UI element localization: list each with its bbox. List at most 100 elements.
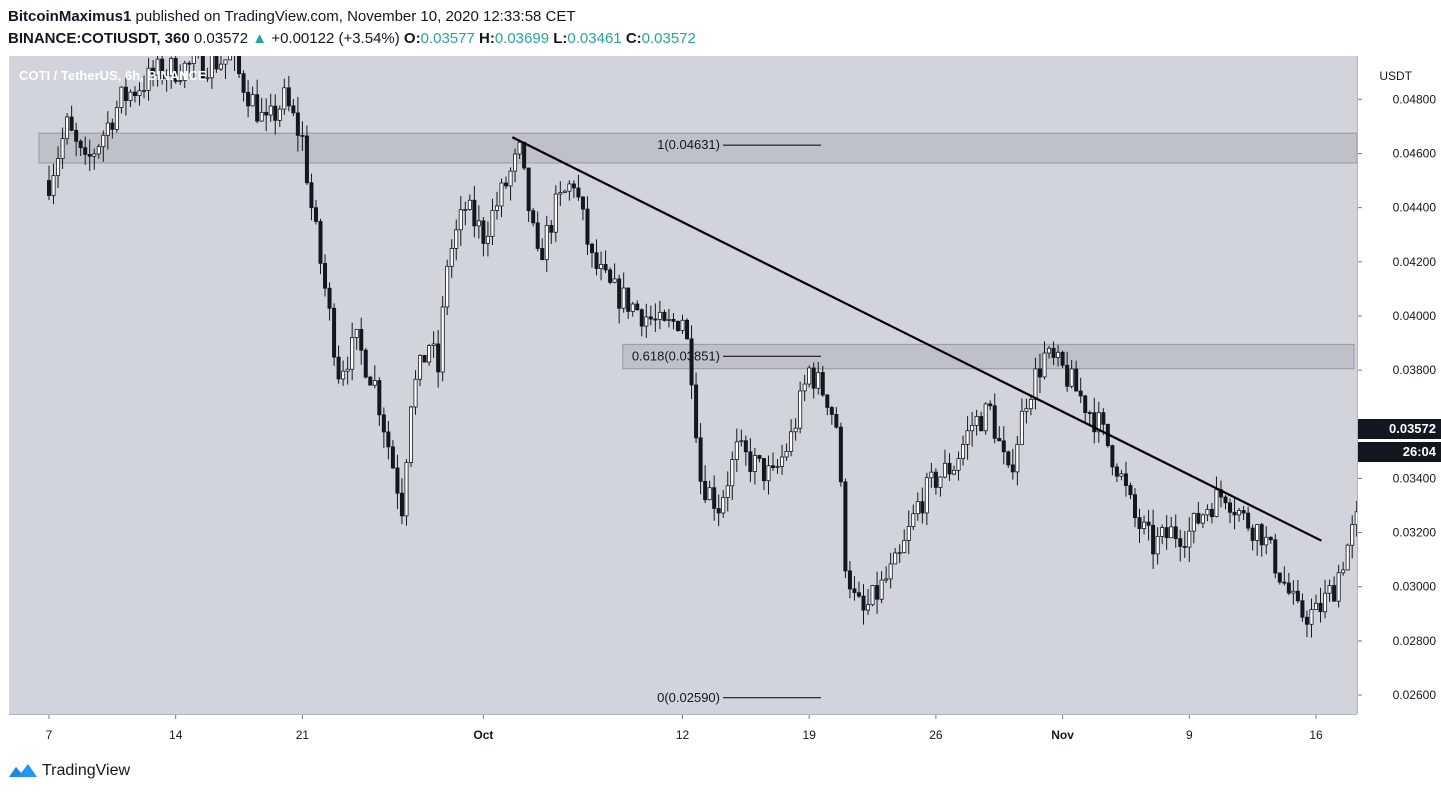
candle-body	[1264, 536, 1269, 546]
tradingview-footer[interactable]: TradingView	[8, 762, 130, 780]
candle-body	[318, 221, 323, 264]
candle-body	[1087, 412, 1092, 414]
candle-body	[1033, 368, 1038, 400]
candle-body	[743, 440, 748, 453]
tradingview-logo-icon	[9, 764, 37, 777]
candle-body	[657, 311, 662, 320]
candle-body	[1345, 544, 1350, 571]
candle-body	[399, 492, 404, 517]
candle-body	[897, 552, 902, 555]
candle-body	[200, 56, 205, 79]
fib-level-label: 0(0.02590)	[657, 690, 720, 705]
x-tick-label: 26	[929, 728, 943, 742]
price-chart-svg[interactable]: 1(0.04631) 0.618(0.03851) 0(0.02590)	[9, 56, 1357, 714]
price-axis-svg: USDT 0.04800 0.04600 0.04400 0.04200 0.04000 0…	[1358, 69, 1437, 702]
candle-body	[1028, 398, 1033, 410]
candle-body	[214, 56, 219, 70]
candle-body	[630, 303, 635, 312]
candle-body	[933, 471, 938, 488]
candle-body	[626, 287, 631, 312]
candle-body	[458, 209, 463, 231]
candle-body	[87, 154, 92, 157]
candle-body	[445, 265, 450, 308]
candle-body	[775, 466, 780, 468]
candle-body	[1128, 485, 1133, 496]
candle-body	[1069, 368, 1074, 387]
candle-body	[341, 370, 346, 380]
candle-body	[47, 180, 52, 196]
candle-body	[1191, 512, 1196, 532]
candle-body	[408, 406, 413, 463]
candle-body	[1228, 502, 1233, 513]
candle-body	[209, 56, 214, 79]
candle-body	[680, 319, 685, 331]
candle-body	[65, 116, 70, 140]
candle-body	[540, 248, 545, 261]
author-name[interactable]: BitcoinMaximus1	[8, 8, 132, 25]
candle-body	[771, 465, 776, 468]
candle-body	[838, 426, 843, 483]
candle-body	[1354, 511, 1357, 525]
candle-body	[997, 437, 1002, 442]
candle-body	[847, 570, 852, 590]
candle-body	[666, 318, 671, 321]
y-tick-label: 0.03400	[1393, 471, 1437, 485]
candle-body	[155, 58, 160, 76]
candle-body	[1318, 602, 1323, 613]
candle-body	[381, 414, 386, 433]
candle-body	[513, 153, 518, 172]
candle-body	[69, 116, 74, 131]
close-label: C:	[625, 30, 642, 47]
candle-body	[1250, 527, 1255, 541]
candle-body	[1327, 585, 1332, 594]
candle-body	[522, 141, 527, 169]
candle-body	[295, 112, 300, 136]
y-tick-label: 0.03000	[1393, 580, 1437, 594]
candle-body	[1173, 526, 1178, 540]
candle-body	[590, 243, 595, 254]
chart-plot-area[interactable]: 1(0.04631) 0.618(0.03851) 0(0.02590) COTI …	[9, 56, 1357, 714]
candle-body	[1273, 539, 1278, 574]
candle-body	[612, 278, 617, 283]
candle-body	[712, 487, 717, 509]
candle-body	[1015, 444, 1020, 473]
candle-body	[205, 77, 210, 80]
candle-body	[1119, 473, 1124, 477]
currency-label: USDT	[1379, 69, 1412, 83]
candle-body	[662, 311, 667, 321]
candle-body	[494, 205, 499, 211]
candle-body	[137, 90, 142, 97]
candle-body	[413, 378, 418, 408]
candle-body	[703, 480, 708, 501]
candle-body	[227, 56, 232, 61]
candle-body	[1255, 524, 1260, 541]
candle-body	[323, 262, 328, 289]
candle-body	[1001, 440, 1006, 453]
candle-body	[531, 210, 536, 224]
candle-body	[472, 199, 477, 227]
up-arrow-icon: ▲	[252, 30, 268, 47]
candle-body	[834, 414, 839, 428]
candle-body	[544, 225, 549, 261]
candle-body	[1037, 368, 1042, 378]
time-axis[interactable]: 7 14 21 Oct 12 19 26 Nov 9 16	[9, 714, 1357, 749]
candle-body	[246, 91, 251, 107]
candle-body	[1092, 412, 1097, 433]
candle-body	[1200, 514, 1205, 524]
candle-body	[440, 306, 445, 373]
candle-body	[1024, 408, 1029, 412]
candle-body	[829, 407, 834, 415]
candle-body	[648, 316, 653, 320]
candle-body	[1300, 600, 1305, 618]
candle-body	[422, 354, 427, 363]
candle-body	[843, 481, 848, 572]
candle-body	[1241, 510, 1246, 514]
candle-body	[866, 604, 871, 611]
candle-body	[481, 220, 486, 244]
candle-body	[1286, 582, 1291, 594]
candle-body	[685, 319, 690, 340]
candle-body	[802, 383, 807, 392]
candle-body	[354, 328, 359, 338]
candle-body	[576, 187, 581, 198]
price-axis[interactable]: USDT 0.04800 0.04600 0.04400 0.04200 0.04000 0…	[1357, 56, 1441, 714]
